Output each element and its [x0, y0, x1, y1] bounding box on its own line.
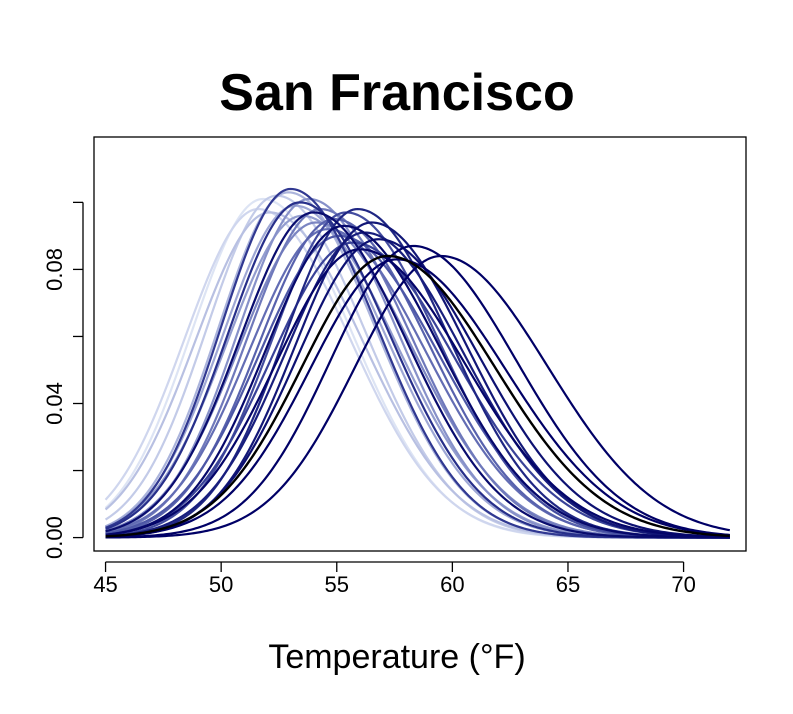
- density-curve-27: [105, 258, 730, 538]
- y-axis: 0.00 0.04 0.08: [42, 201, 84, 559]
- y-tick-label-0: 0.00: [42, 516, 67, 559]
- chart-title: San Francisco: [219, 64, 574, 122]
- density-curve-24: [105, 248, 730, 539]
- density-curve-23: [105, 224, 730, 539]
- x-tick-label-65: 65: [556, 572, 580, 597]
- density-curve-22: [105, 211, 730, 539]
- density-curves: [104, 187, 731, 539]
- y-tick-label-2: 0.04: [42, 382, 67, 425]
- plot-frame: [93, 136, 747, 552]
- x-tick-label-60: 60: [440, 572, 464, 597]
- density-curve-28: [105, 254, 730, 538]
- y-tick-label-4: 0.08: [42, 248, 67, 291]
- x-axis: 45 50 55 60 65 70: [93, 561, 696, 597]
- x-tick-label-45: 45: [93, 572, 117, 597]
- x-tick-label-70: 70: [671, 572, 695, 597]
- x-axis-label: Temperature (°F): [268, 638, 525, 676]
- x-tick-label-50: 50: [209, 572, 233, 597]
- x-tick-label-55: 55: [325, 572, 349, 597]
- density-curve-25: [105, 244, 730, 539]
